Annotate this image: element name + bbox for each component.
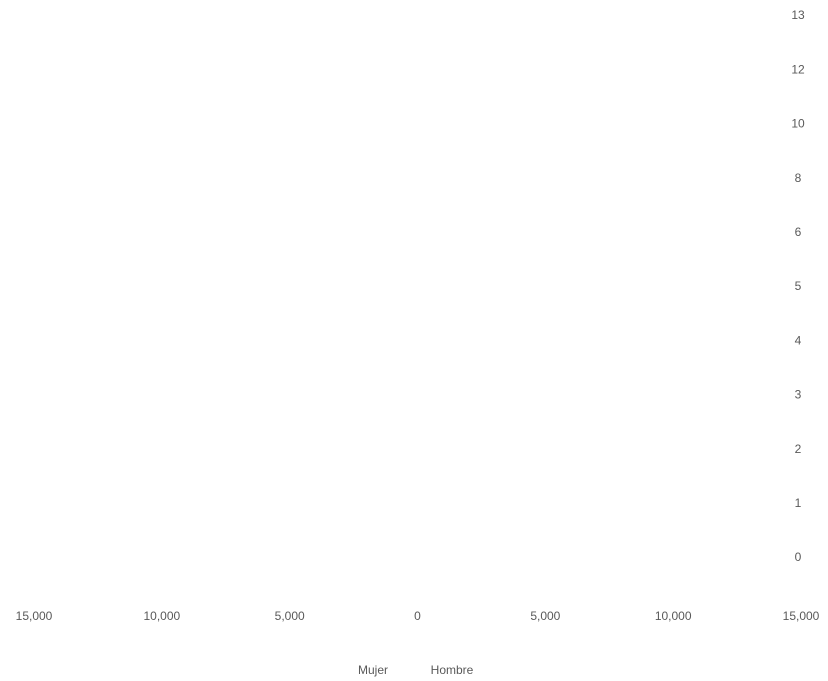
x-tick-label: 5,000: [530, 609, 560, 623]
x-tick-label: 10,000: [655, 609, 692, 623]
y-tick-label: 1: [795, 496, 802, 510]
x-tick-label: 10,000: [143, 609, 180, 623]
x-tick-label: 15,000: [783, 609, 820, 623]
x-tick-label: 5,000: [275, 609, 305, 623]
y-tick-label: 5: [795, 279, 802, 293]
y-tick-label: 6: [795, 225, 802, 239]
legend-label: Hombre: [431, 663, 474, 677]
y-tick-label: 3: [795, 388, 802, 402]
y-tick-label: 0: [795, 550, 802, 564]
y-tick-label: 2: [795, 442, 802, 456]
y-tick-label: 10: [791, 117, 805, 131]
x-tick-label: 0: [414, 609, 421, 623]
y-tick-label: 12: [791, 62, 805, 76]
legend-label: Mujer: [358, 663, 388, 677]
y-tick-label: 8: [795, 171, 802, 185]
y-tick-label: 13: [791, 8, 805, 22]
x-tick-label: 15,000: [16, 609, 53, 623]
y-tick-label: 4: [795, 333, 802, 347]
